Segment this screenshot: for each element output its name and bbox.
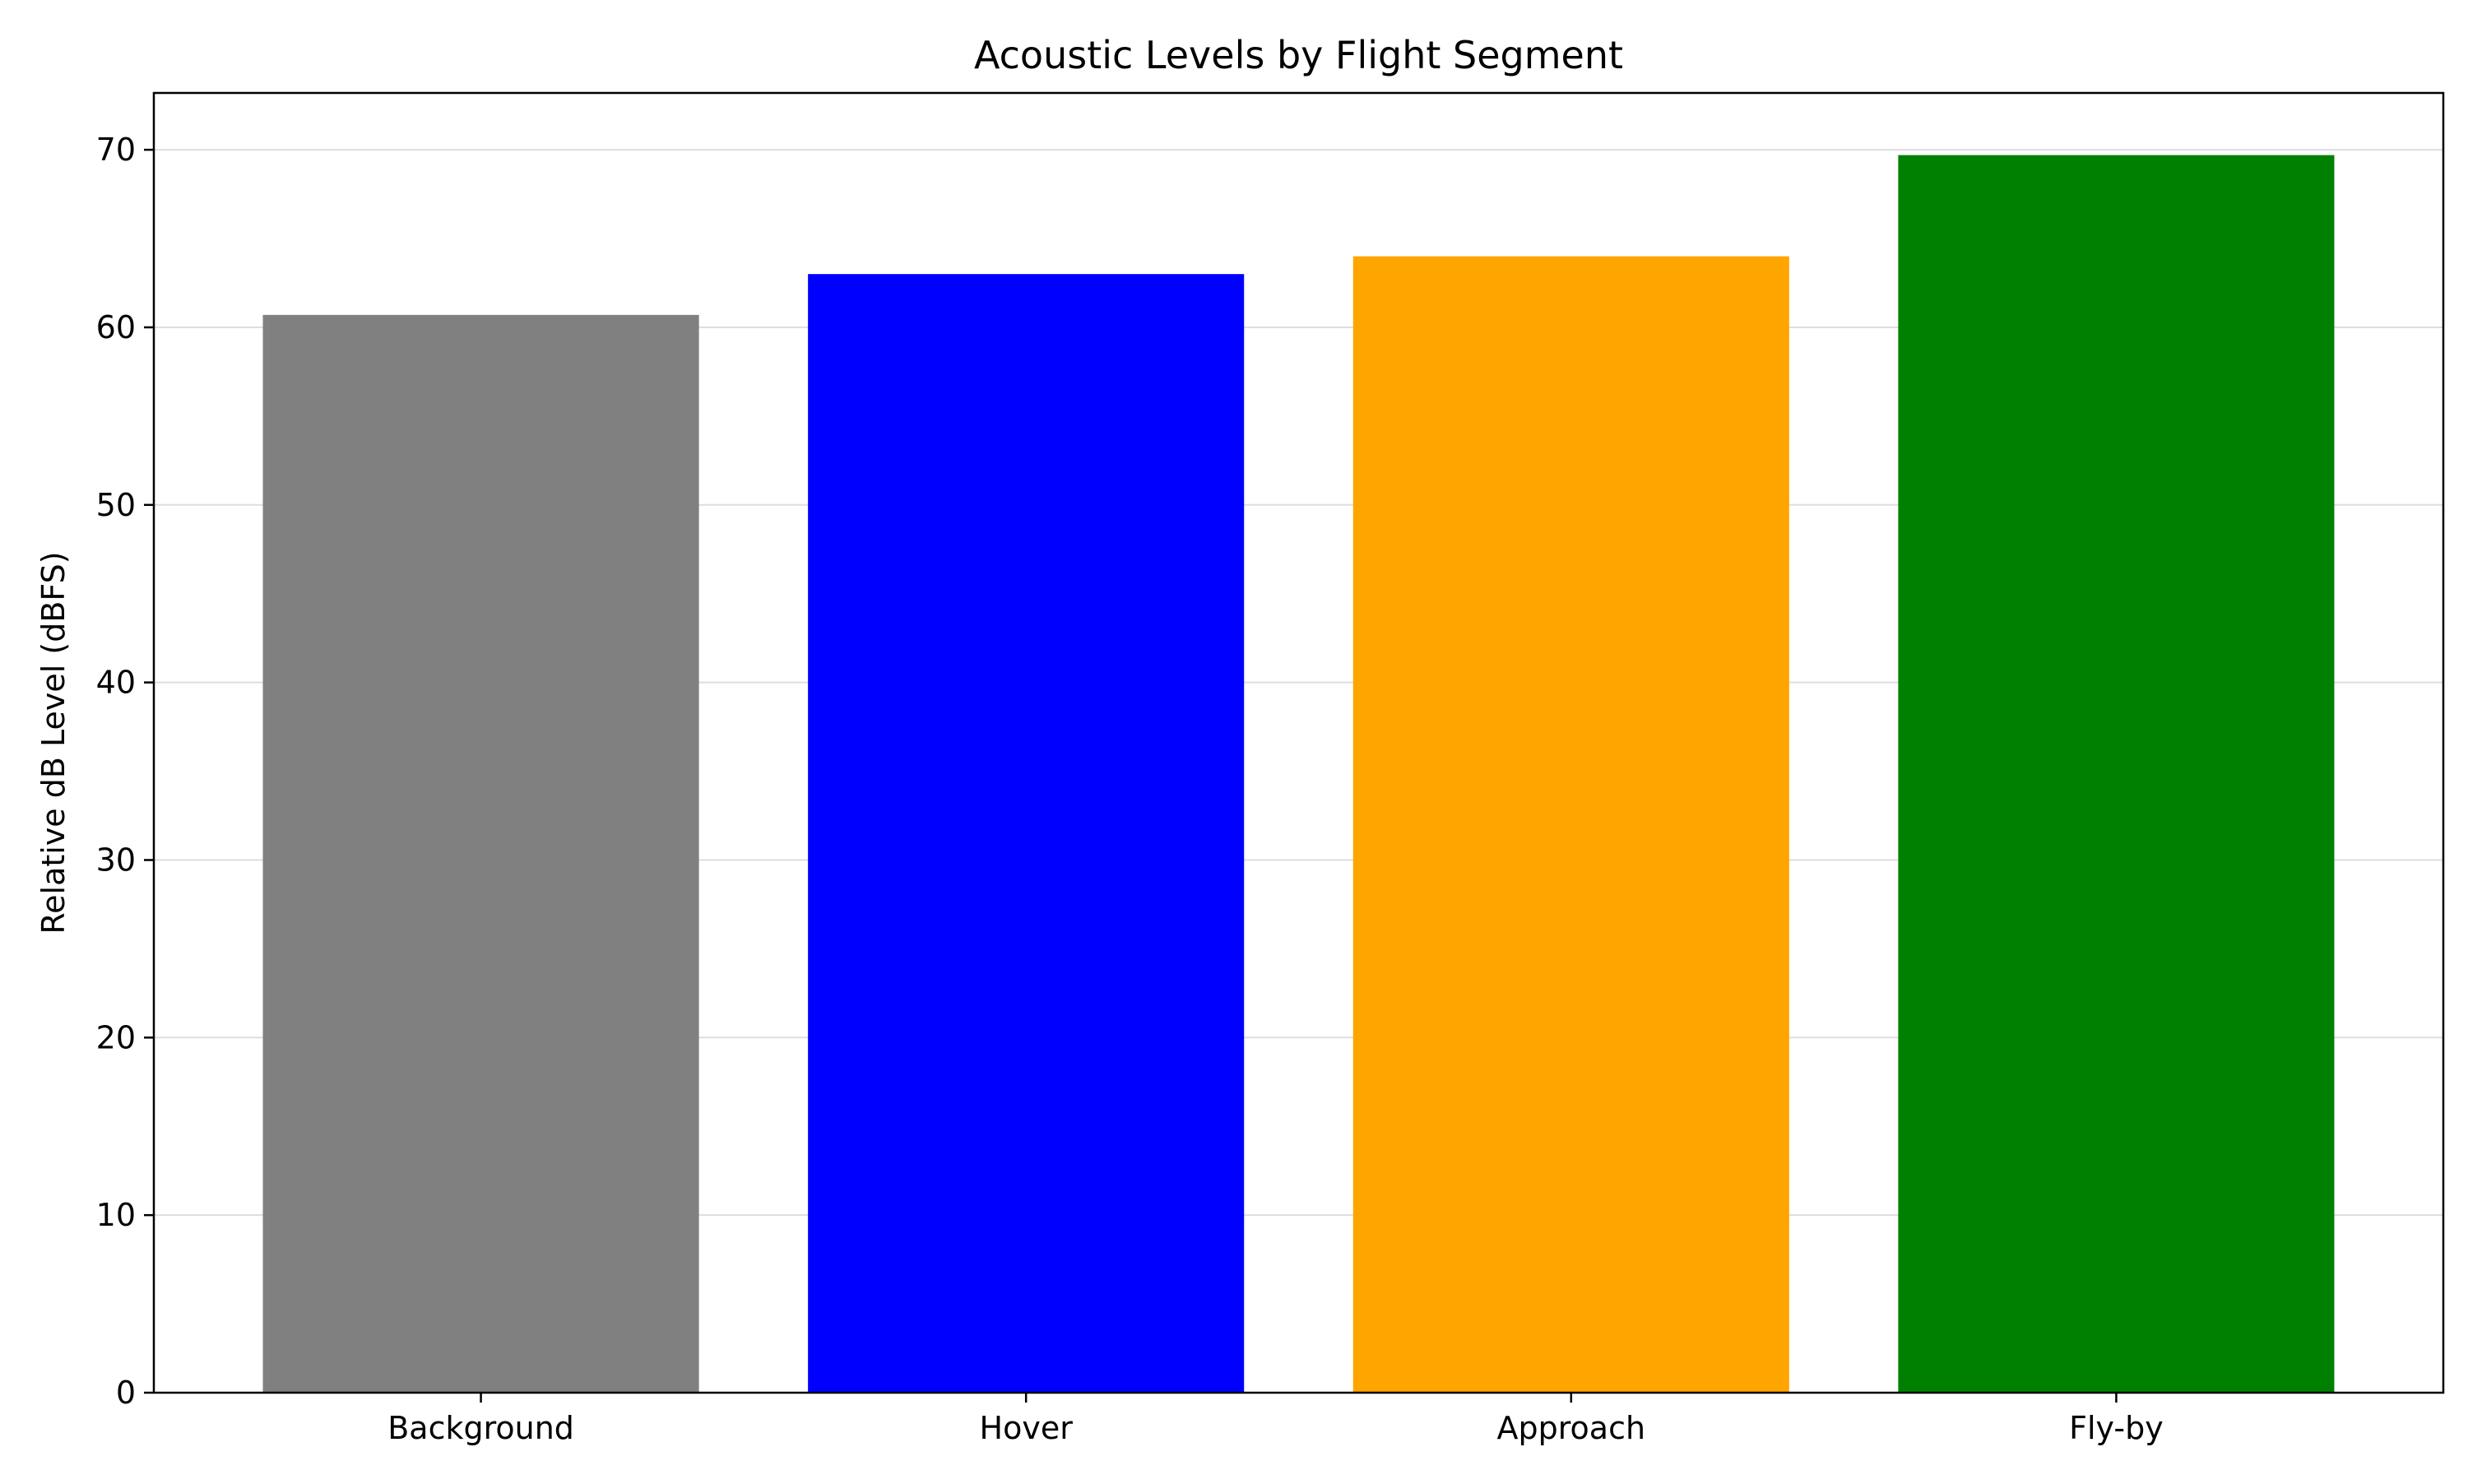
y-tick-label: 60: [96, 309, 136, 345]
y-tick-label: 50: [96, 487, 136, 523]
y-tick-label: 10: [96, 1197, 136, 1233]
y-tick-label: 40: [96, 665, 136, 701]
x-tick-label: Fly-by: [2069, 1410, 2164, 1446]
y-tick-label: 70: [96, 132, 136, 168]
x-tick-label: Hover: [980, 1410, 1074, 1446]
x-tick-label: Approach: [1497, 1410, 1646, 1446]
y-tick-label: 20: [96, 1019, 136, 1055]
bar-fly-by: [1898, 155, 2335, 1394]
chart-title: Acoustic Levels by Flight Segment: [974, 33, 1623, 77]
x-axis-ticks: Background Hover Approach Fly-by: [387, 1393, 2164, 1446]
plot-frame: [152, 91, 2445, 1394]
bar-approach: [1352, 256, 1789, 1393]
y-tick-label: 30: [96, 842, 136, 878]
y-tick-label: 0: [116, 1375, 136, 1411]
bar-background: [262, 314, 699, 1394]
y-axis-ticks: 0 10 20 30 40 50 60 70: [96, 132, 154, 1411]
bars: [262, 155, 2335, 1394]
bar-hover: [808, 274, 1245, 1393]
y-axis-label: Relative dB Level (dBFS): [35, 551, 72, 934]
x-tick-label: Background: [387, 1410, 574, 1446]
